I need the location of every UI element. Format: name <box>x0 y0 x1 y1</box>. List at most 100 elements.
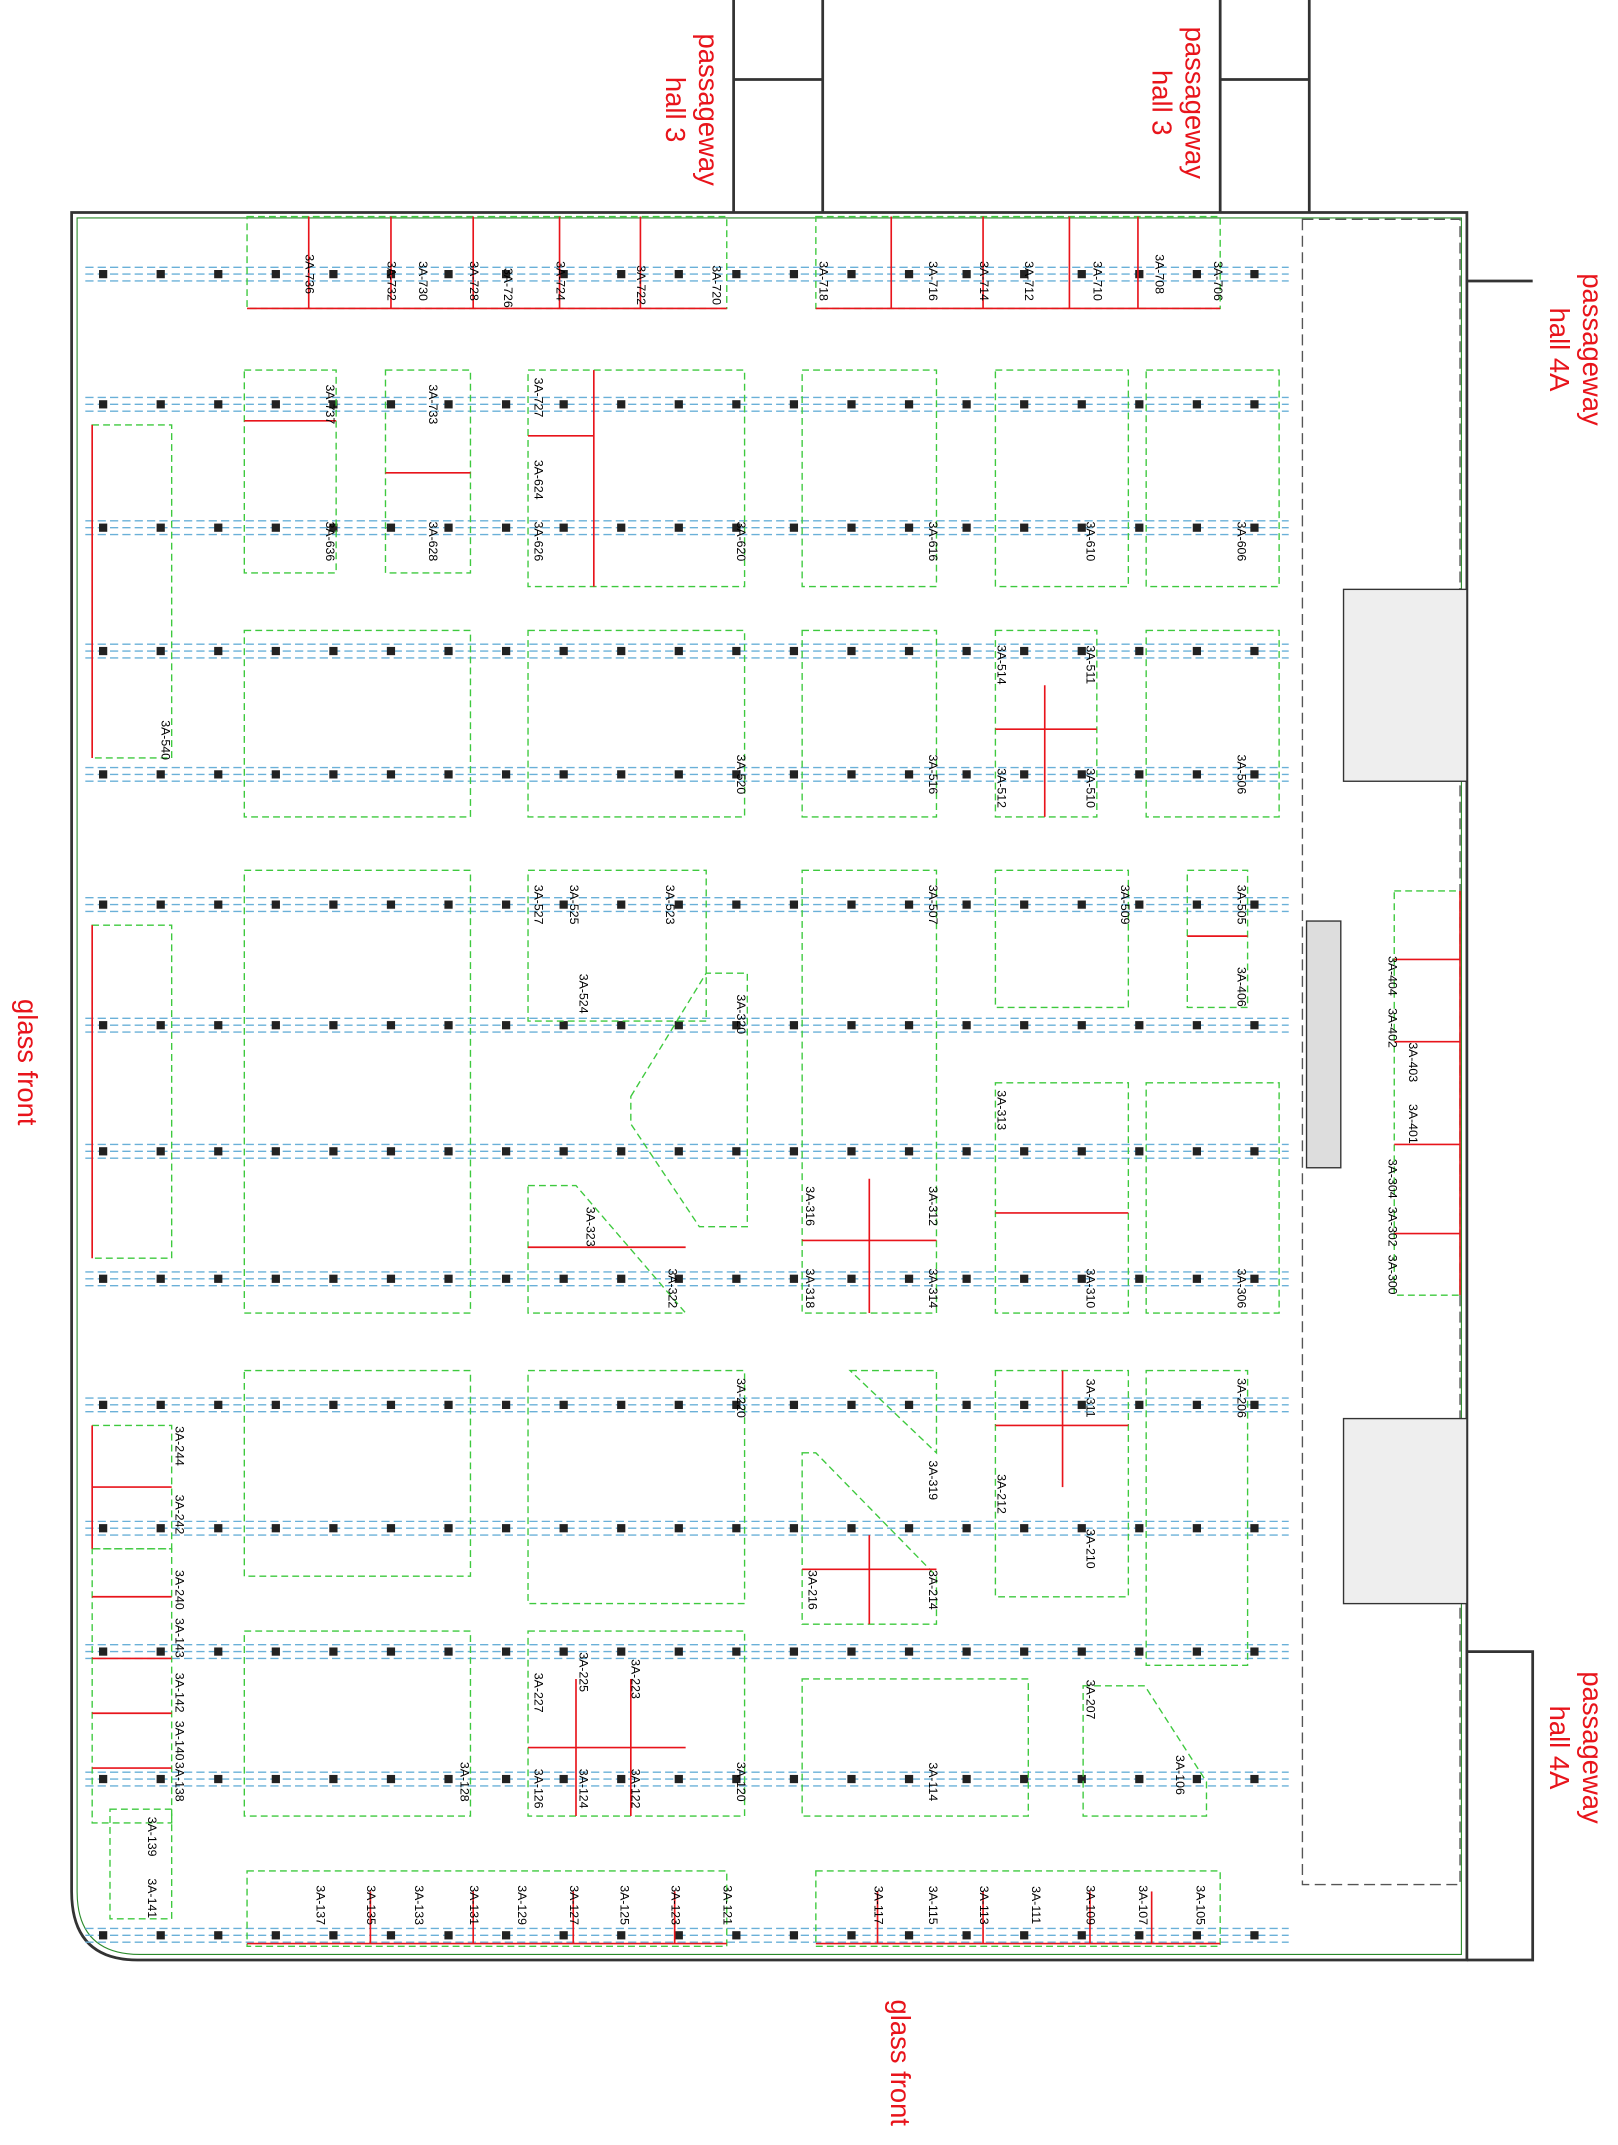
column <box>214 900 223 909</box>
booth-block <box>848 1369 938 1455</box>
column <box>962 1147 971 1156</box>
column <box>329 1774 338 1784</box>
column <box>1077 1774 1086 1784</box>
booth-id: 3A-117 <box>871 1886 885 1925</box>
column <box>329 1400 338 1409</box>
booth-block <box>243 869 472 1314</box>
column <box>156 1524 165 1533</box>
column <box>214 1274 223 1283</box>
column <box>732 270 741 279</box>
column <box>386 1021 396 1030</box>
booth-id: 3A-523 <box>663 885 677 925</box>
column <box>386 900 396 909</box>
column <box>501 1147 511 1156</box>
column <box>1192 270 1201 279</box>
column <box>501 400 511 409</box>
booth-id: 3A-210 <box>1084 1529 1098 1569</box>
booth-id: 3A-506 <box>1234 755 1248 795</box>
booth-block <box>801 369 938 588</box>
column <box>847 400 856 409</box>
booth-id: 3A-511 <box>1084 645 1098 684</box>
annotation: passageway <box>1180 27 1211 180</box>
booth-id: 3A-306 <box>1234 1268 1248 1308</box>
booth-id: 3A-135 <box>364 1885 378 1925</box>
column <box>501 1931 511 1940</box>
column <box>674 1274 683 1283</box>
booth-id: 3A-216 <box>805 1570 819 1610</box>
booth-id: 3A-520 <box>734 755 748 795</box>
column <box>1020 1931 1029 1940</box>
column <box>1192 523 1201 532</box>
column <box>962 1931 971 1940</box>
column <box>386 1647 396 1656</box>
booth-id: 3A-242 <box>172 1495 186 1535</box>
booth-block <box>801 1678 1029 1817</box>
column <box>99 646 108 656</box>
stair-core <box>1342 588 1468 782</box>
column <box>214 400 223 409</box>
booth-id: 3A-722 <box>634 265 648 305</box>
column <box>501 1274 511 1283</box>
column <box>271 1647 280 1656</box>
column <box>789 1021 799 1030</box>
column <box>732 1021 741 1030</box>
column <box>271 270 280 279</box>
column <box>99 1400 108 1409</box>
column <box>1135 646 1144 656</box>
booth-id: 3A-507 <box>926 885 940 925</box>
column <box>559 1647 568 1656</box>
column <box>617 1647 626 1656</box>
column <box>156 1774 165 1784</box>
booth-id: 3A-718 <box>816 261 830 301</box>
column <box>962 523 971 532</box>
column <box>444 270 453 279</box>
column <box>156 1400 165 1409</box>
column <box>156 1147 165 1156</box>
column <box>156 1931 165 1940</box>
booth-block <box>527 1630 746 1817</box>
column <box>1250 770 1259 779</box>
column <box>1020 1021 1029 1030</box>
booth-id: 3A-106 <box>1173 1755 1187 1795</box>
booth-id: 3A-616 <box>926 522 940 562</box>
annotation: glass front <box>885 2000 916 2127</box>
column <box>674 770 683 779</box>
column <box>444 1524 453 1533</box>
column <box>904 1524 914 1533</box>
booth-id: 3A-516 <box>926 755 940 795</box>
column <box>559 270 568 279</box>
column <box>904 1400 914 1409</box>
booth-id: 3A-133 <box>412 1885 426 1925</box>
column <box>329 1524 338 1533</box>
column <box>617 1274 626 1283</box>
booth-id: 3A-312 <box>926 1186 940 1226</box>
column <box>674 1147 683 1156</box>
escalator <box>1305 920 1342 1169</box>
column <box>904 270 914 279</box>
column <box>99 1274 108 1283</box>
column <box>617 1021 626 1030</box>
booth-block <box>801 629 938 818</box>
column <box>904 400 914 409</box>
column <box>1192 1274 1201 1283</box>
column <box>847 1400 856 1409</box>
booth-block <box>1145 1082 1280 1314</box>
column <box>789 646 799 656</box>
column <box>156 400 165 409</box>
column <box>559 1274 568 1283</box>
booth-id: 3A-244 <box>172 1426 186 1466</box>
column <box>1135 400 1144 409</box>
column <box>904 1774 914 1784</box>
booth-block <box>801 869 938 1314</box>
column <box>214 646 223 656</box>
column <box>674 1400 683 1409</box>
column <box>156 1021 165 1030</box>
booth-block <box>815 1870 1221 1947</box>
column <box>99 1147 108 1156</box>
booth-block <box>243 369 337 574</box>
column <box>386 1931 396 1940</box>
booth-id: 3A-138 <box>172 1762 186 1802</box>
booth-id: 3A-142 <box>172 1673 186 1713</box>
column <box>559 1774 568 1784</box>
